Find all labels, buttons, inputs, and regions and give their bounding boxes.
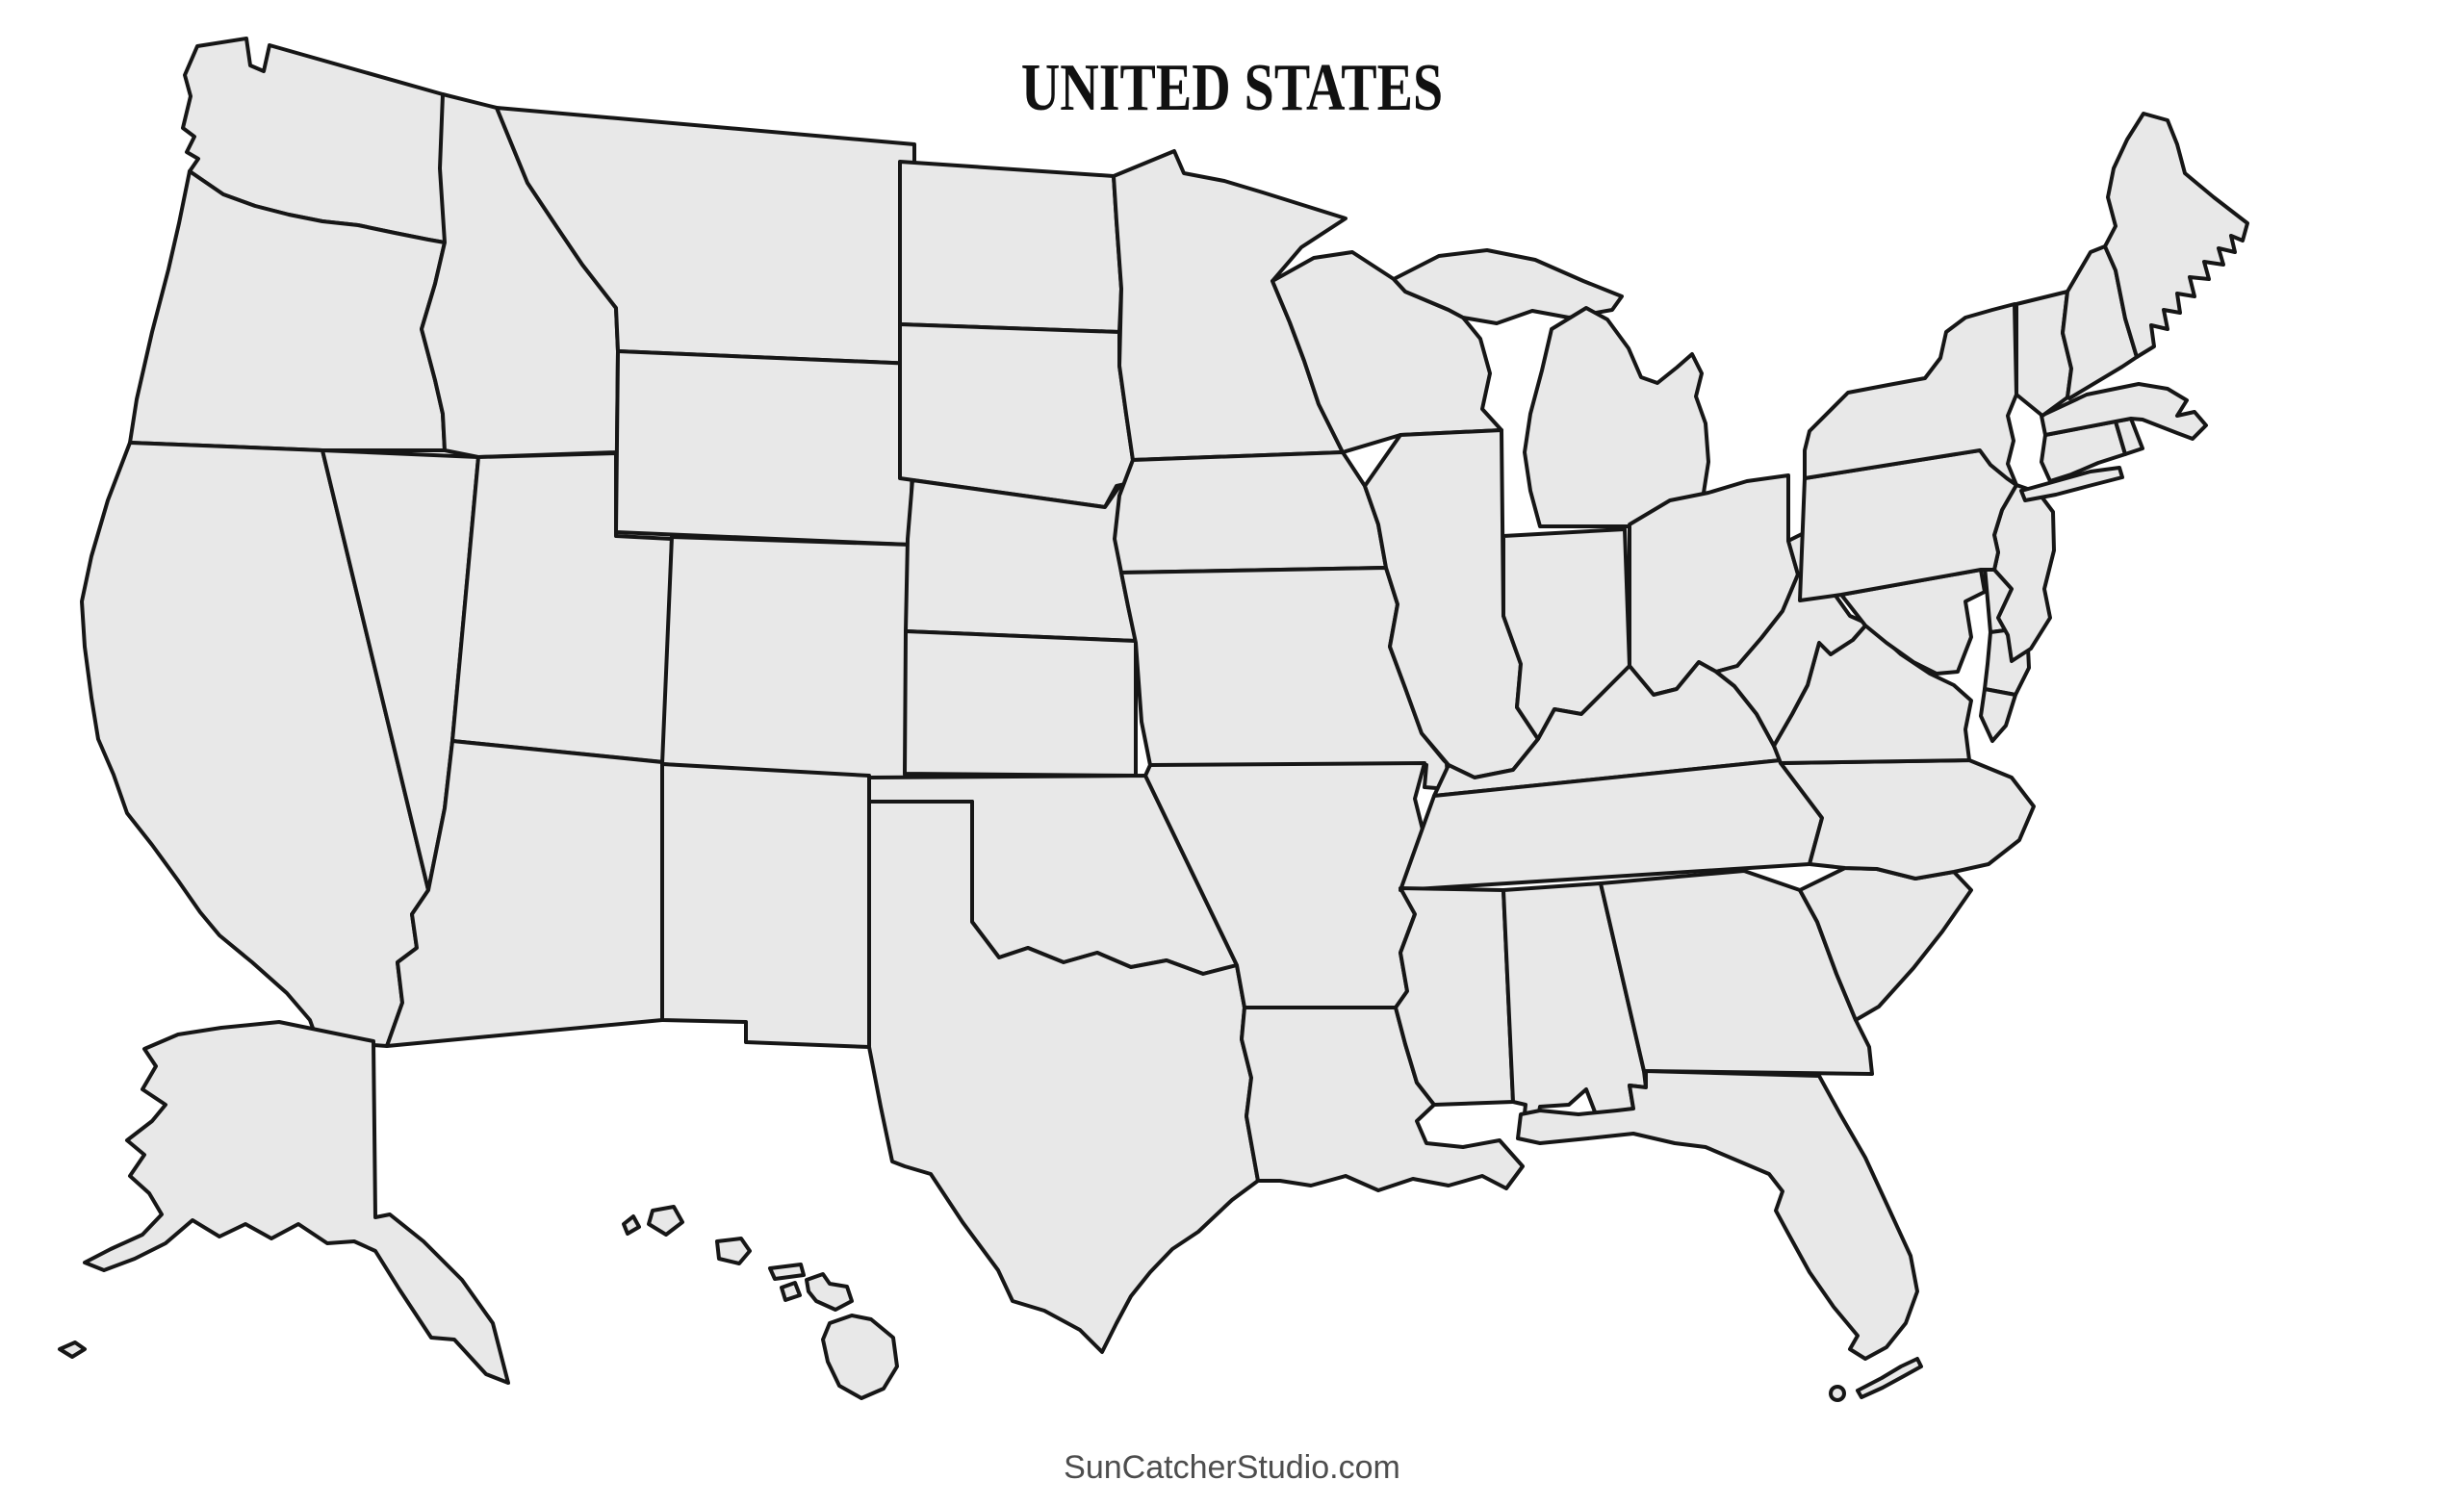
state-alaska-aleutian-island[interactable] <box>58 1340 87 1359</box>
footer-credit: SunCatcherStudio.com <box>1064 1449 1400 1486</box>
state-wyoming[interactable] <box>614 349 916 547</box>
state-hawaii-big-island[interactable] <box>821 1314 899 1400</box>
state-vermont[interactable] <box>2015 290 2073 418</box>
state-mississippi[interactable] <box>1394 886 1515 1107</box>
state-florida-keys[interactable] <box>1856 1357 1923 1399</box>
state-north-dakota[interactable] <box>898 160 1123 334</box>
state-hawaii-molokai[interactable] <box>768 1263 806 1281</box>
state-hawaii-kauai[interactable] <box>647 1205 684 1237</box>
state-hawaii-lanai[interactable] <box>780 1281 802 1302</box>
state-michigan[interactable] <box>1523 306 1710 528</box>
state-wisconsin[interactable] <box>1270 250 1503 454</box>
state-hawaii-niihau[interactable] <box>622 1214 641 1236</box>
state-colorado[interactable] <box>660 535 912 783</box>
state-new-mexico[interactable] <box>660 762 871 1049</box>
map-title: UNITED STATES <box>1020 51 1444 125</box>
state-south-dakota[interactable] <box>898 322 1141 509</box>
state-kansas[interactable] <box>903 629 1138 778</box>
state-maine[interactable] <box>2103 112 2249 359</box>
state-massachusetts[interactable] <box>2040 382 2208 441</box>
state-florida-key-west[interactable] <box>1829 1385 1846 1402</box>
state-texas[interactable] <box>867 800 1260 1354</box>
state-new-york-long-island[interactable] <box>2019 466 2124 502</box>
state-hawaii-maui[interactable] <box>805 1272 854 1312</box>
state-alaska[interactable] <box>83 1020 510 1385</box>
state-maryland[interactable] <box>1839 568 1987 676</box>
state-iowa[interactable] <box>1113 450 1388 574</box>
state-virginia-eastern-shore[interactable] <box>1979 687 2017 743</box>
state-hawaii-oahu[interactable] <box>715 1237 752 1265</box>
state-new-york[interactable] <box>1803 302 2018 487</box>
state-north-carolina[interactable] <box>1779 758 2036 881</box>
state-florida[interactable] <box>1516 1069 1919 1361</box>
